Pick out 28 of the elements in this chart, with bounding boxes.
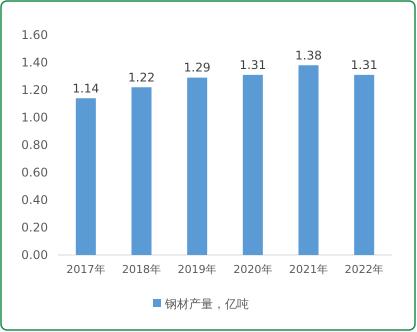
y-tick-label: 0.60 [21,165,48,180]
data-label: 1.31 [239,58,266,72]
y-tick-label: 1.60 [21,28,48,42]
data-label: 1.22 [128,70,155,84]
y-tick-label: 0.00 [21,248,48,262]
y-tick-label: 0.80 [21,138,48,152]
x-tick-label: 2021年 [289,262,328,276]
x-tick-label: 2019年 [178,262,217,276]
x-tick-label: 2018年 [122,262,161,276]
data-label: 1.38 [295,48,322,62]
y-tick-label: 1.00 [21,110,48,124]
y-tick-label: 0.20 [21,220,48,234]
y-tick-label: 0.40 [21,192,48,207]
legend-label: 钢材产量，亿吨 [164,297,249,311]
data-label: 1.29 [184,60,211,75]
y-tick-label: 1.20 [21,82,48,97]
data-label: 1.14 [72,81,100,96]
x-tick-label: 2020年 [233,262,272,276]
y-tick-label: 1.40 [21,55,48,70]
bar [242,74,263,255]
bar [187,78,208,255]
bar [298,65,319,255]
x-tick-label: 2022年 [344,262,384,276]
data-label: 1.31 [350,58,378,72]
x-tick-label: 2017年 [66,262,106,276]
bar [76,98,96,255]
bar [131,87,152,255]
bar [354,74,374,255]
